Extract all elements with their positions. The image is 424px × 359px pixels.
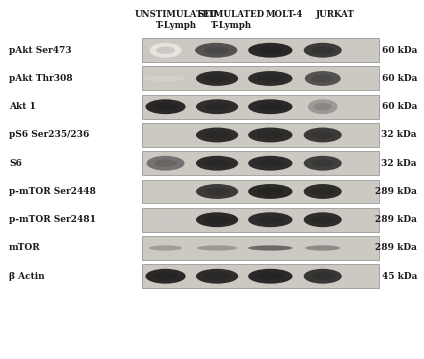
Ellipse shape (257, 131, 284, 139)
Ellipse shape (311, 159, 334, 167)
FancyBboxPatch shape (142, 123, 379, 147)
Text: 45 kDa: 45 kDa (382, 272, 417, 281)
Ellipse shape (145, 217, 187, 222)
Ellipse shape (304, 212, 342, 227)
Ellipse shape (311, 47, 334, 54)
Text: 60 kDa: 60 kDa (382, 102, 417, 111)
Ellipse shape (257, 216, 284, 223)
FancyBboxPatch shape (142, 66, 379, 90)
Ellipse shape (196, 212, 238, 227)
Text: 32 kDa: 32 kDa (382, 159, 417, 168)
Ellipse shape (248, 184, 293, 199)
Ellipse shape (248, 71, 293, 86)
Ellipse shape (304, 156, 342, 171)
Ellipse shape (149, 245, 182, 251)
Text: pAkt Ser473: pAkt Ser473 (9, 46, 72, 55)
Text: pS6 Ser235/236: pS6 Ser235/236 (9, 130, 89, 140)
Ellipse shape (257, 272, 284, 280)
Ellipse shape (204, 216, 230, 223)
Ellipse shape (248, 99, 293, 114)
FancyBboxPatch shape (142, 38, 379, 62)
Text: β Actin: β Actin (9, 272, 45, 281)
Ellipse shape (204, 47, 229, 54)
Ellipse shape (196, 71, 238, 86)
Text: JURKAT: JURKAT (315, 10, 354, 19)
Ellipse shape (312, 75, 334, 82)
FancyBboxPatch shape (142, 236, 379, 260)
Ellipse shape (314, 103, 332, 111)
Ellipse shape (196, 156, 238, 171)
Ellipse shape (257, 188, 284, 195)
Ellipse shape (196, 184, 238, 199)
Ellipse shape (257, 103, 284, 111)
Text: mTOR: mTOR (9, 243, 41, 252)
Ellipse shape (304, 184, 342, 199)
Ellipse shape (197, 245, 237, 251)
Ellipse shape (144, 76, 186, 81)
Ellipse shape (153, 103, 178, 111)
Ellipse shape (204, 103, 230, 111)
Ellipse shape (196, 127, 238, 143)
Ellipse shape (154, 159, 177, 167)
Text: MOLT-4: MOLT-4 (266, 10, 304, 19)
FancyBboxPatch shape (142, 95, 379, 119)
Text: UNSTIMULATED
T-Lymph: UNSTIMULATED T-Lymph (135, 10, 218, 30)
Ellipse shape (311, 188, 334, 195)
Text: 289 kDa: 289 kDa (375, 215, 417, 224)
Text: 60 kDa: 60 kDa (382, 46, 417, 55)
Ellipse shape (311, 131, 334, 139)
Ellipse shape (153, 272, 178, 280)
Ellipse shape (311, 216, 334, 223)
Ellipse shape (204, 188, 230, 195)
Ellipse shape (248, 269, 293, 284)
Text: p-mTOR Ser2448: p-mTOR Ser2448 (9, 187, 96, 196)
Text: 60 kDa: 60 kDa (382, 74, 417, 83)
Ellipse shape (196, 269, 238, 284)
Text: 289 kDa: 289 kDa (375, 243, 417, 252)
Ellipse shape (248, 156, 293, 171)
FancyBboxPatch shape (142, 180, 379, 204)
Text: Akt 1: Akt 1 (9, 102, 36, 111)
Ellipse shape (305, 71, 341, 86)
Ellipse shape (311, 272, 334, 280)
Ellipse shape (195, 43, 237, 58)
Ellipse shape (305, 245, 340, 251)
FancyBboxPatch shape (142, 264, 379, 288)
FancyBboxPatch shape (142, 151, 379, 175)
Ellipse shape (147, 156, 184, 171)
Ellipse shape (145, 269, 186, 284)
Ellipse shape (308, 99, 338, 114)
FancyBboxPatch shape (142, 208, 379, 232)
Ellipse shape (304, 127, 342, 143)
Ellipse shape (257, 75, 284, 82)
Ellipse shape (145, 99, 186, 114)
Ellipse shape (248, 212, 293, 227)
Ellipse shape (150, 43, 181, 58)
Ellipse shape (196, 99, 238, 114)
Text: STIMULATED
T-Lymph: STIMULATED T-Lymph (198, 10, 265, 30)
Ellipse shape (204, 75, 230, 82)
Ellipse shape (248, 127, 293, 143)
Ellipse shape (204, 272, 230, 280)
Ellipse shape (248, 43, 293, 58)
Ellipse shape (257, 159, 284, 167)
Text: 32 kDa: 32 kDa (382, 130, 417, 140)
Ellipse shape (204, 159, 230, 167)
Ellipse shape (204, 131, 230, 139)
Ellipse shape (304, 269, 342, 284)
Ellipse shape (304, 43, 342, 58)
Text: pAkt Thr308: pAkt Thr308 (9, 74, 73, 83)
Ellipse shape (257, 47, 284, 54)
Text: 289 kDa: 289 kDa (375, 187, 417, 196)
Ellipse shape (248, 245, 293, 251)
Text: p-mTOR Ser2481: p-mTOR Ser2481 (9, 215, 96, 224)
Ellipse shape (156, 47, 175, 54)
Text: S6: S6 (9, 159, 22, 168)
